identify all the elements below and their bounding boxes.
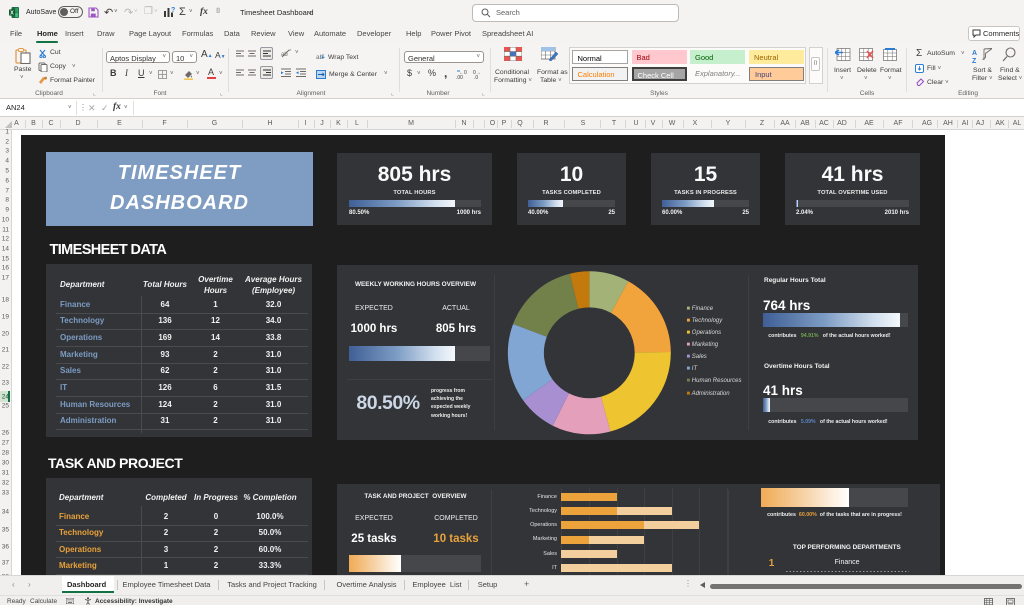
svg-text:0→: 0→ [473,70,481,76]
svg-text:.00: .00 [456,75,463,79]
svg-text:?: ? [171,7,175,14]
svg-text:←0: ←0 [459,70,467,76]
svg-text:X: X [10,11,14,17]
svg-text:ab: ab [316,54,324,61]
svg-text:Z: Z [972,58,977,63]
svg-text:.0: .0 [474,75,478,79]
svg-text:ab: ab [281,52,288,58]
svg-text:A: A [972,50,977,57]
